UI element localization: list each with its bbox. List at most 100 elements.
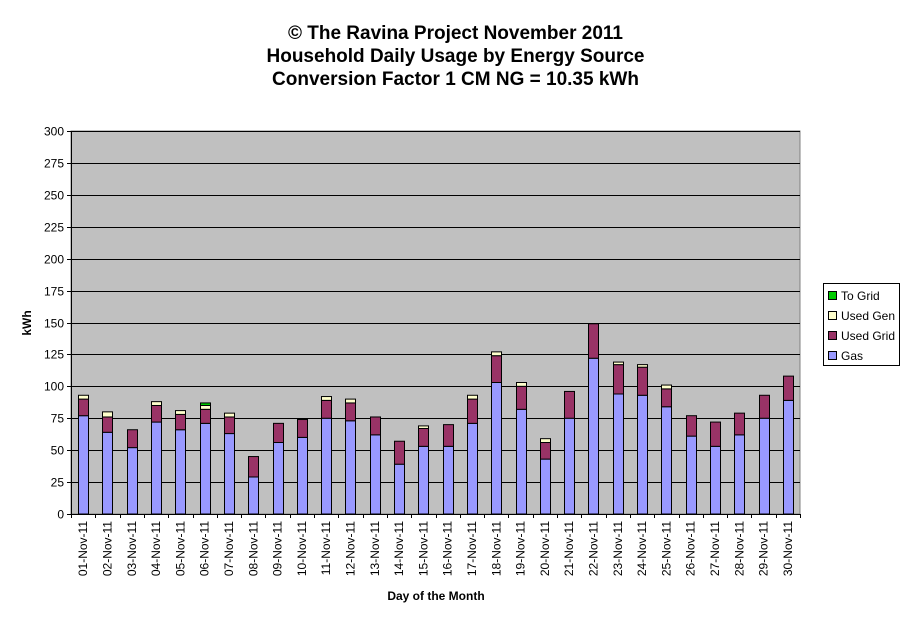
y-tick-label: 75 <box>51 412 65 426</box>
legend-item-gas: Gas <box>828 349 863 363</box>
x-tick-label: 10-Nov-11 <box>295 521 309 576</box>
y-tick-label: 150 <box>44 317 64 331</box>
bar-segment-used-grid <box>127 429 138 449</box>
x-tick-label: 29-Nov-11 <box>757 521 771 576</box>
legend-label: Used Gen <box>841 309 896 323</box>
bar-segment-used-grid <box>759 394 770 419</box>
bar-segment-gas <box>783 399 794 515</box>
bar-segment-used-grid <box>102 416 113 433</box>
legend-item-used-grid: Used Grid <box>828 329 895 343</box>
legend-swatch <box>828 351 837 360</box>
gridlines <box>71 131 800 483</box>
bar-segment-gas <box>273 442 284 515</box>
x-tick-label: 18-Nov-11 <box>489 521 503 576</box>
y-tick-label: 175 <box>44 285 64 299</box>
y-tick-label: 125 <box>44 348 64 362</box>
y-axis: 0 25 50 75 100 125 150 175 200 225 250 275 300 <box>44 125 72 522</box>
bar-segment-used-grid <box>686 415 697 437</box>
y-tick-label: 50 <box>51 444 65 458</box>
x-tick-label: 08-Nov-11 <box>246 521 260 576</box>
bar-segment-gas <box>175 429 186 515</box>
bar-segment-used-grid <box>151 404 162 423</box>
bar-segment-used-grid <box>491 355 502 384</box>
x-tick-label: 19-Nov-11 <box>514 521 528 576</box>
bar-segment-used-grid <box>710 421 721 447</box>
bar-segment-used-gen <box>224 412 235 418</box>
x-tick-label: 09-Nov-11 <box>271 521 285 576</box>
x-tick-label: 07-Nov-11 <box>222 521 236 576</box>
bar-segment-used-grid <box>224 416 235 435</box>
x-tick-label: 05-Nov-11 <box>173 521 187 576</box>
bar-segment-used-gen <box>540 438 551 444</box>
bar-segment-gas <box>613 393 624 515</box>
bar-segment-gas <box>491 382 502 515</box>
bar-segment-gas <box>637 394 648 515</box>
bar-segment-used-grid <box>443 424 454 447</box>
y-tick-label: 300 <box>44 125 64 139</box>
legend-swatch <box>828 311 837 320</box>
bar-segment-gas <box>151 421 162 515</box>
x-tick-label: 04-Nov-11 <box>149 521 163 576</box>
y-tick-label: 100 <box>44 380 64 394</box>
bar-segment-used-gen <box>418 425 429 429</box>
x-tick-label: 01-Nov-11 <box>76 521 90 576</box>
bar-segment-gas <box>224 433 235 515</box>
bar-segment-gas <box>200 422 211 515</box>
x-tick-label: 03-Nov-11 <box>125 521 139 576</box>
bar-segment-used-grid <box>175 413 186 431</box>
bar-segment-used-grid <box>564 390 575 419</box>
x-tick-label: 24-Nov-11 <box>635 521 649 576</box>
x-tick-label: 30-Nov-11 <box>781 521 795 576</box>
bar-segment-gas <box>297 436 308 515</box>
bar-segment-used-grid <box>540 442 551 460</box>
x-tick-label: 28-Nov-11 <box>732 521 746 576</box>
legend-swatch <box>828 291 837 300</box>
bar-segment-gas <box>370 434 381 515</box>
bar-segment-gas <box>686 435 697 515</box>
bar-segment-gas <box>564 417 575 515</box>
bar-segment-used-gen <box>467 394 478 400</box>
bar-segment-gas <box>321 417 332 515</box>
bar-segment-used-gen <box>175 410 186 415</box>
bar-segment-used-grid <box>613 364 624 395</box>
bar-segment-gas <box>661 406 672 515</box>
bar-segment-used-gen <box>661 384 672 390</box>
bar-segment-gas <box>102 431 113 515</box>
bar-segment-used-grid <box>516 385 527 410</box>
bar-segment-used-grid <box>200 408 211 424</box>
chart-title-line-1: © The Ravina Project November 2011 <box>287 23 624 44</box>
x-tick-label: 27-Nov-11 <box>708 521 722 576</box>
x-tick-label: 23-Nov-11 <box>611 521 625 576</box>
x-tick-label: 11-Nov-11 <box>319 521 333 576</box>
x-tick-label: 22-Nov-11 <box>586 521 600 576</box>
x-tick-label: 15-Nov-11 <box>416 521 430 576</box>
bar-segment-used-grid <box>734 412 745 436</box>
bar-segment-used-grid <box>637 366 648 396</box>
bar-segment-used-gen <box>613 361 624 366</box>
bar-segment-used-gen <box>200 404 211 410</box>
bar-segment-gas <box>516 408 527 515</box>
bar-segment-used-grid <box>394 440 405 465</box>
y-tick-label: 225 <box>44 221 64 235</box>
legend-label: Gas <box>841 349 864 363</box>
bar-segment-gas <box>467 422 478 515</box>
x-tick-label: 13-Nov-11 <box>368 521 382 576</box>
legend-item-to-grid: To Grid <box>828 289 880 303</box>
chart-title-line-2: Household Daily Usage by Energy Source <box>266 46 645 67</box>
bar-segment-gas <box>418 445 429 515</box>
y-tick-label: 200 <box>44 253 64 267</box>
legend-label: To Grid <box>841 289 880 303</box>
chart-title: © The Ravina Project November 2011 House… <box>0 22 911 91</box>
bar-segment-used-gen <box>321 396 332 401</box>
legend: To Grid Used Gen Used Grid Gas <box>823 283 900 366</box>
bar-segment-used-grid <box>297 419 308 438</box>
bar-segment-used-gen <box>102 411 113 418</box>
bar-segment-used-gen <box>151 401 162 406</box>
bar-segment-gas <box>710 445 721 515</box>
bar-segment-used-grid <box>78 398 89 417</box>
bar-segment-used-grid <box>418 427 429 447</box>
legend-item-used-gen: Used Gen <box>828 309 895 323</box>
y-axis-label: kWh <box>20 310 34 335</box>
x-tick-label: 26-Nov-11 <box>684 521 698 576</box>
